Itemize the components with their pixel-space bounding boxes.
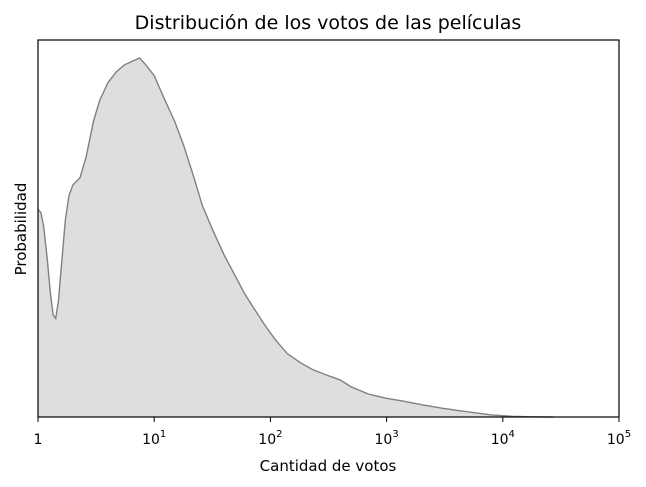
x-axis-label: Cantidad de votos [260,457,397,475]
x-tick-label: 105 [607,429,631,448]
x-tick-label: 102 [258,429,282,448]
x-axis-ticks: 1 101 102 103 104 105 [34,417,631,448]
plot-frame [37,39,620,418]
chart-title: Distribución de los votos de las películ… [135,12,522,34]
density-area [38,58,553,417]
plot-area [37,57,553,418]
x-tick-label: 104 [491,429,515,448]
y-axis-label: Probabilidad [12,183,30,276]
density-line [37,57,553,418]
x-tick-label: 103 [374,429,398,448]
x-tick-label: 101 [142,429,166,448]
x-tick-label: 1 [34,432,43,448]
